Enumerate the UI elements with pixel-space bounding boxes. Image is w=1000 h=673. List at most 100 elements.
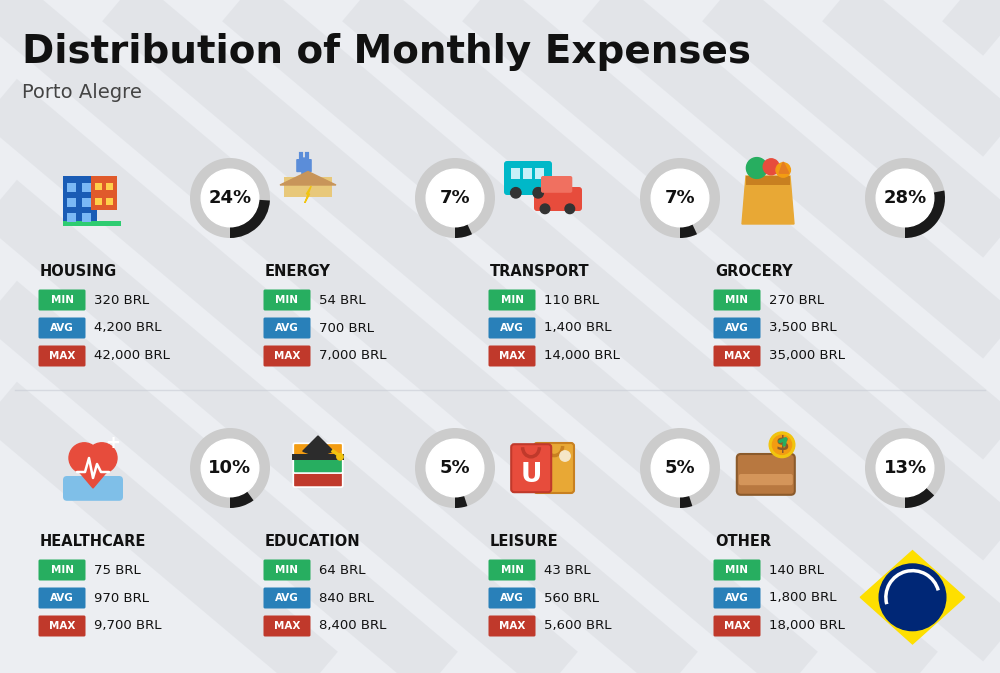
Text: 1,800 BRL: 1,800 BRL: [769, 592, 836, 604]
FancyBboxPatch shape: [511, 168, 520, 179]
Text: AVG: AVG: [275, 323, 299, 333]
Circle shape: [879, 564, 946, 631]
Circle shape: [87, 443, 117, 473]
Text: 970 BRL: 970 BRL: [94, 592, 149, 604]
Wedge shape: [230, 200, 270, 238]
Text: ENERGY: ENERGY: [265, 264, 331, 279]
Text: EDUCATION: EDUCATION: [265, 534, 361, 549]
FancyBboxPatch shape: [95, 183, 102, 190]
Text: MAX: MAX: [499, 621, 525, 631]
Text: 7,000 BRL: 7,000 BRL: [319, 349, 386, 363]
Text: 9,700 BRL: 9,700 BRL: [94, 620, 162, 633]
Circle shape: [776, 163, 790, 177]
FancyBboxPatch shape: [63, 221, 121, 226]
Text: 140 BRL: 140 BRL: [769, 563, 824, 577]
Circle shape: [560, 451, 570, 461]
Text: MIN: MIN: [726, 295, 748, 305]
Text: Distribution of Monthly Expenses: Distribution of Monthly Expenses: [22, 33, 751, 71]
Text: 54 BRL: 54 BRL: [319, 293, 366, 306]
Wedge shape: [455, 495, 467, 508]
FancyBboxPatch shape: [63, 476, 123, 501]
FancyBboxPatch shape: [292, 454, 344, 460]
Text: MIN: MIN: [501, 295, 524, 305]
FancyBboxPatch shape: [82, 183, 91, 192]
Text: 320 BRL: 320 BRL: [94, 293, 149, 306]
Circle shape: [426, 439, 484, 497]
Circle shape: [746, 157, 767, 178]
Text: 75 BRL: 75 BRL: [94, 563, 141, 577]
Text: 110 BRL: 110 BRL: [544, 293, 599, 306]
FancyBboxPatch shape: [38, 318, 86, 339]
Text: MAX: MAX: [49, 351, 75, 361]
Circle shape: [565, 204, 575, 213]
Text: MIN: MIN: [50, 295, 74, 305]
Text: 700 BRL: 700 BRL: [319, 322, 374, 334]
Text: U: U: [520, 462, 542, 488]
FancyBboxPatch shape: [264, 345, 310, 367]
Text: 560 BRL: 560 BRL: [544, 592, 599, 604]
Text: TRANSPORT: TRANSPORT: [490, 264, 590, 279]
Circle shape: [769, 432, 795, 458]
FancyBboxPatch shape: [264, 588, 310, 608]
FancyBboxPatch shape: [488, 318, 536, 339]
FancyBboxPatch shape: [714, 345, 761, 367]
Polygon shape: [303, 436, 333, 457]
FancyBboxPatch shape: [82, 198, 91, 207]
Wedge shape: [640, 428, 720, 508]
FancyBboxPatch shape: [714, 588, 761, 608]
Wedge shape: [905, 190, 945, 238]
Wedge shape: [865, 158, 945, 238]
Circle shape: [426, 169, 484, 227]
Circle shape: [651, 439, 709, 497]
Text: MIN: MIN: [276, 565, 298, 575]
Wedge shape: [190, 428, 270, 508]
FancyBboxPatch shape: [737, 454, 795, 495]
Text: 24%: 24%: [208, 189, 252, 207]
FancyBboxPatch shape: [91, 176, 117, 210]
FancyBboxPatch shape: [293, 471, 343, 487]
Text: 7%: 7%: [440, 189, 470, 207]
Circle shape: [337, 454, 343, 460]
FancyBboxPatch shape: [67, 183, 76, 192]
Text: 35,000 BRL: 35,000 BRL: [769, 349, 845, 363]
Circle shape: [651, 169, 709, 227]
Text: 4,200 BRL: 4,200 BRL: [94, 322, 162, 334]
FancyBboxPatch shape: [264, 289, 310, 310]
Text: 13%: 13%: [883, 459, 927, 477]
FancyBboxPatch shape: [95, 198, 102, 205]
FancyBboxPatch shape: [106, 183, 113, 190]
Text: AVG: AVG: [500, 593, 524, 603]
Text: HOUSING: HOUSING: [40, 264, 117, 279]
Polygon shape: [779, 162, 789, 173]
FancyBboxPatch shape: [541, 176, 572, 192]
Text: MAX: MAX: [724, 351, 750, 361]
FancyBboxPatch shape: [488, 616, 536, 637]
Text: AVG: AVG: [500, 323, 524, 333]
Circle shape: [876, 439, 934, 497]
FancyBboxPatch shape: [714, 289, 761, 310]
FancyBboxPatch shape: [488, 289, 536, 310]
FancyBboxPatch shape: [714, 616, 761, 637]
Text: LEISURE: LEISURE: [490, 534, 559, 549]
FancyBboxPatch shape: [38, 559, 86, 581]
FancyBboxPatch shape: [504, 161, 552, 195]
Wedge shape: [680, 224, 697, 238]
Text: Porto Alegre: Porto Alegre: [22, 83, 142, 102]
Text: AVG: AVG: [275, 593, 299, 603]
Text: 5%: 5%: [440, 459, 470, 477]
Text: MAX: MAX: [49, 621, 75, 631]
Circle shape: [69, 443, 99, 473]
Circle shape: [876, 169, 934, 227]
FancyBboxPatch shape: [714, 318, 761, 339]
FancyBboxPatch shape: [534, 443, 574, 493]
Text: AVG: AVG: [725, 593, 749, 603]
FancyBboxPatch shape: [38, 588, 86, 608]
Wedge shape: [640, 158, 720, 238]
Wedge shape: [680, 495, 692, 508]
Polygon shape: [860, 551, 965, 644]
Text: MAX: MAX: [499, 351, 525, 361]
FancyBboxPatch shape: [38, 345, 86, 367]
Wedge shape: [865, 428, 945, 508]
FancyBboxPatch shape: [106, 198, 113, 205]
FancyBboxPatch shape: [264, 559, 310, 581]
